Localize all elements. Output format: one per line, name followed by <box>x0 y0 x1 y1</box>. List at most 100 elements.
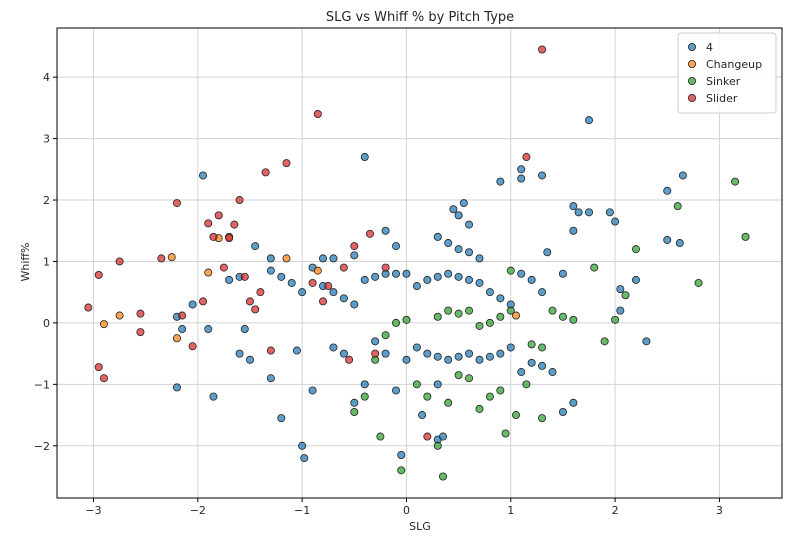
data-point <box>402 269 411 278</box>
data-point <box>245 355 254 364</box>
data-point <box>292 346 301 355</box>
data-point <box>392 269 401 278</box>
data-point <box>433 352 442 361</box>
data-point <box>397 450 406 459</box>
data-point <box>675 239 684 248</box>
data-point <box>548 368 557 377</box>
data-point <box>694 278 703 287</box>
data-point <box>548 306 557 315</box>
data-point <box>485 288 494 297</box>
data-point <box>475 404 484 413</box>
data-point <box>538 414 547 423</box>
data-point <box>360 380 369 389</box>
data-point <box>642 337 651 346</box>
data-point <box>538 171 547 180</box>
data-point <box>496 386 505 395</box>
data-point <box>392 242 401 251</box>
x-tick-label: −1 <box>294 504 310 517</box>
legend-box <box>677 32 777 114</box>
data-point <box>485 318 494 327</box>
data-point <box>600 337 609 346</box>
y-tick-label: 0 <box>43 317 50 330</box>
data-point <box>365 229 374 238</box>
data-point <box>663 186 672 195</box>
data-point <box>433 232 442 241</box>
data-point <box>84 303 93 312</box>
data-point <box>511 311 520 320</box>
x-tick-label: 0 <box>403 504 410 517</box>
x-axis: −3 −2 −1 0 1 2 3 <box>85 498 723 517</box>
data-point <box>522 380 531 389</box>
data-point <box>585 208 594 217</box>
legend-label: Changeup <box>706 58 762 71</box>
data-point <box>350 300 359 309</box>
data-point <box>611 217 620 226</box>
data-point <box>616 306 625 315</box>
data-point <box>517 368 526 377</box>
data-point <box>433 312 442 321</box>
data-point <box>115 311 124 320</box>
data-point <box>99 320 108 329</box>
data-point <box>465 248 474 257</box>
y-axis-label: Whiff% <box>19 243 32 282</box>
data-point <box>381 263 390 272</box>
legend-marker <box>688 43 697 52</box>
data-point <box>485 352 494 361</box>
data-point <box>475 278 484 287</box>
data-point <box>397 466 406 475</box>
data-point <box>496 349 505 358</box>
data-point <box>350 398 359 407</box>
data-point <box>454 371 463 380</box>
legend-marker <box>688 77 697 86</box>
legend: 4 Changeup Sinker Slider <box>677 32 777 114</box>
data-point <box>245 297 254 306</box>
data-point <box>475 254 484 263</box>
data-point <box>731 177 740 186</box>
data-point <box>199 171 208 180</box>
data-point <box>136 309 145 318</box>
chart-title: SLG vs Whiff % by Pitch Type <box>326 10 514 25</box>
data-point <box>485 392 494 401</box>
data-point <box>199 297 208 306</box>
data-point <box>678 171 687 180</box>
data-point <box>527 340 536 349</box>
data-point <box>454 211 463 220</box>
data-point <box>496 312 505 321</box>
data-point <box>204 325 213 334</box>
data-point <box>418 411 427 420</box>
data-point <box>423 432 432 441</box>
data-point <box>741 232 750 241</box>
data-point <box>433 441 442 450</box>
data-point <box>209 232 218 241</box>
data-point <box>298 441 307 450</box>
data-points <box>84 45 750 481</box>
data-point <box>538 45 547 54</box>
data-point <box>172 383 181 392</box>
data-point <box>517 165 526 174</box>
x-tick-label: 2 <box>612 504 619 517</box>
y-tick-label: 2 <box>43 194 50 207</box>
data-point <box>465 374 474 383</box>
data-point <box>444 355 453 364</box>
data-point <box>94 363 103 372</box>
legend-marker <box>688 60 697 69</box>
data-point <box>371 337 380 346</box>
data-point <box>585 116 594 125</box>
data-point <box>266 374 275 383</box>
data-point <box>465 349 474 358</box>
data-point <box>308 386 317 395</box>
data-point <box>282 159 291 168</box>
data-point <box>569 398 578 407</box>
data-point <box>381 331 390 340</box>
data-point <box>501 429 510 438</box>
legend-label: Sinker <box>706 75 741 88</box>
data-point <box>616 285 625 294</box>
data-point <box>631 275 640 284</box>
data-point <box>381 226 390 235</box>
data-point <box>251 305 260 314</box>
data-point <box>574 208 583 217</box>
data-point <box>475 321 484 330</box>
data-point <box>350 251 359 260</box>
data-point <box>319 297 328 306</box>
